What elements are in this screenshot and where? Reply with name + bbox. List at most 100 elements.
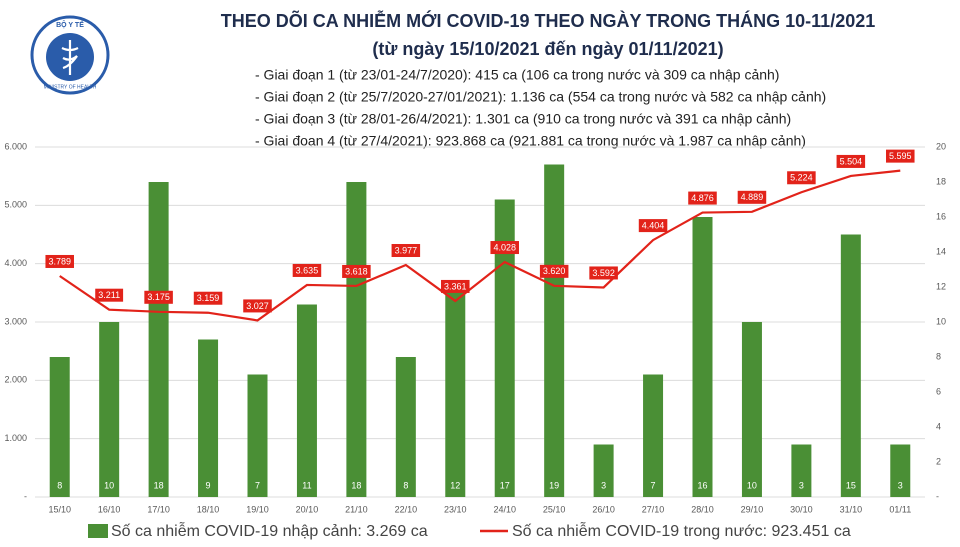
x-tick-label: 17/10 bbox=[147, 504, 170, 514]
bar-value-label: 15 bbox=[846, 480, 856, 490]
line-value-label: 3.361 bbox=[441, 279, 470, 293]
line-value-text: 3.361 bbox=[444, 281, 467, 291]
label-box bbox=[144, 290, 173, 304]
x-tick-label: 26/10 bbox=[592, 504, 615, 514]
note: - Giai đoạn 1 (từ 23/01-24/7/2020): 415 … bbox=[255, 67, 779, 83]
bar-value-label: 3 bbox=[799, 480, 804, 490]
bar bbox=[99, 322, 120, 497]
chart-title: THEO DÕI CA NHIỄM MỚI COVID-19 THEO NGÀY… bbox=[221, 10, 875, 31]
bar-value-label: 7 bbox=[651, 480, 656, 490]
logo-emblem bbox=[61, 40, 79, 75]
label-box bbox=[95, 288, 124, 302]
label-box bbox=[490, 241, 519, 255]
y-tick-label: 2.000 bbox=[4, 375, 27, 385]
line-value-text: 3.211 bbox=[98, 290, 120, 300]
label-box bbox=[391, 244, 421, 258]
line-value-label: 4.876 bbox=[688, 191, 717, 205]
line-value-label: 3.789 bbox=[45, 254, 74, 268]
line-value-label: 3.620 bbox=[539, 264, 569, 278]
label-box bbox=[292, 263, 322, 277]
y-tick-label: 4.000 bbox=[4, 258, 27, 268]
x-tick-label: 19/10 bbox=[246, 504, 269, 514]
line-value-label: 3.977 bbox=[391, 244, 421, 258]
bar bbox=[890, 444, 911, 497]
x-tick-label: 31/10 bbox=[840, 504, 863, 514]
bar bbox=[840, 234, 861, 497]
bar bbox=[346, 182, 367, 497]
logo-top: BỘ Y TẾ bbox=[56, 19, 84, 29]
line-value-label: 3.027 bbox=[243, 299, 272, 313]
bar-value-label: 12 bbox=[450, 480, 460, 490]
x-tick-label: 28/10 bbox=[691, 504, 714, 514]
y2-tick-label: 20 bbox=[936, 141, 946, 151]
x-tick-label: 30/10 bbox=[790, 504, 813, 514]
line-value-label: 5.504 bbox=[836, 154, 866, 168]
line-value-text: 3.027 bbox=[246, 301, 269, 311]
bar bbox=[643, 374, 664, 497]
bar-value-label: 8 bbox=[57, 480, 62, 490]
y2-tick-label: 18 bbox=[936, 176, 946, 186]
legend-label: Số ca nhiễm COVID-19 nhập cảnh: 3.269 ca bbox=[111, 521, 428, 540]
x-tick-label: 27/10 bbox=[642, 504, 665, 514]
y2-tick-label: 16 bbox=[936, 211, 946, 221]
line-value-text: 5.595 bbox=[889, 151, 912, 161]
x-tick-label: 18/10 bbox=[197, 504, 220, 514]
bar-value-label: 10 bbox=[104, 480, 114, 490]
y-tick-label: 3.000 bbox=[4, 316, 27, 326]
bar-value-label: 9 bbox=[206, 480, 211, 490]
bar bbox=[395, 357, 416, 497]
bar-value-label: 8 bbox=[403, 480, 408, 490]
label-box bbox=[638, 219, 668, 233]
label-box bbox=[539, 264, 569, 278]
x-tick-label: 21/10 bbox=[345, 504, 368, 514]
bar-value-label: 3 bbox=[898, 480, 903, 490]
line-value-text: 3.789 bbox=[48, 256, 71, 266]
y2-tick-label: - bbox=[936, 491, 939, 501]
line bbox=[59, 169, 901, 322]
line-value-text: 4.404 bbox=[642, 220, 665, 230]
legend-label: Số ca nhiễm COVID-19 trong nước: 923.451… bbox=[512, 521, 851, 540]
bar bbox=[148, 182, 169, 497]
label-box bbox=[243, 299, 272, 313]
line-value-text: 3.618 bbox=[345, 266, 368, 276]
bar-value-label: 16 bbox=[697, 480, 707, 490]
y2-tick-label: 12 bbox=[936, 281, 946, 291]
line-value-text: 4.889 bbox=[741, 192, 764, 202]
line-value-text: 5.504 bbox=[840, 156, 863, 166]
line-value-text: 3.175 bbox=[147, 292, 170, 302]
line-value-text: 3.592 bbox=[592, 268, 615, 278]
legend-swatch bbox=[88, 524, 108, 538]
line-value-text: 3.620 bbox=[543, 266, 566, 276]
x-tick-label: 29/10 bbox=[741, 504, 764, 514]
x-tick-label: 22/10 bbox=[395, 504, 418, 514]
bar bbox=[593, 444, 614, 497]
y2-tick-label: 8 bbox=[936, 351, 941, 361]
y2-tick-label: 6 bbox=[936, 386, 941, 396]
line-value-text: 4.028 bbox=[493, 242, 516, 252]
label-box bbox=[342, 264, 371, 278]
bar-value-label: 17 bbox=[500, 480, 510, 490]
line-value-text: 4.876 bbox=[691, 193, 714, 203]
logo: BỘ Y TẾ MINISTRY OF HEALTH bbox=[30, 15, 110, 95]
y-tick-label: 5.000 bbox=[4, 200, 27, 210]
y-tick-label: 1.000 bbox=[4, 433, 27, 443]
bar bbox=[445, 287, 466, 497]
y2-tick-label: 4 bbox=[936, 421, 941, 431]
bar-value-label: 18 bbox=[351, 480, 361, 490]
line-value-label: 4.028 bbox=[490, 241, 519, 255]
line-value-text: 3.977 bbox=[395, 245, 418, 255]
x-tick-label: 16/10 bbox=[98, 504, 121, 514]
bar bbox=[791, 444, 812, 497]
bar bbox=[544, 164, 565, 497]
x-tick-label: 25/10 bbox=[543, 504, 566, 514]
logo-bottom: MINISTRY OF HEALTH bbox=[44, 84, 97, 90]
bar bbox=[296, 304, 317, 497]
x-tick-label: 23/10 bbox=[444, 504, 467, 514]
label-box bbox=[589, 266, 618, 280]
line-value-label: 3.159 bbox=[193, 291, 223, 305]
bar bbox=[692, 217, 713, 497]
bar-value-label: 7 bbox=[255, 480, 260, 490]
bar bbox=[198, 339, 219, 497]
x-tick-label: 15/10 bbox=[48, 504, 71, 514]
chart-subtitle: (từ ngày 15/10/2021 đến ngày 01/11/2021) bbox=[372, 39, 723, 59]
